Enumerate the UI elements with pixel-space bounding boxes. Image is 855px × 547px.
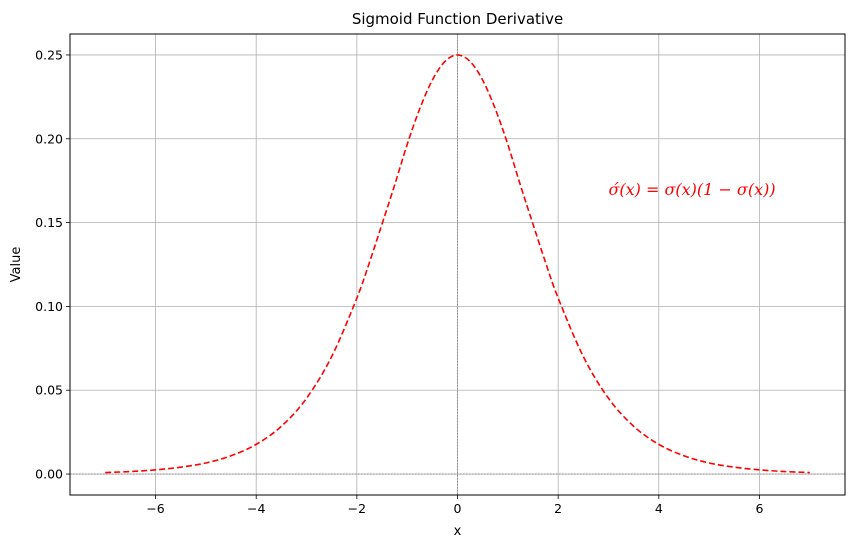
formula-annotation: σ́(x) = σ(x)(1 − σ(x)) [608, 180, 775, 199]
x-tick-label-3: 0 [454, 501, 462, 516]
y-tick-label-0: 0.00 [35, 467, 63, 482]
x-tick-label-5: 4 [655, 501, 663, 516]
reference-lines [70, 34, 845, 495]
y-tick-label-5: 0.25 [35, 47, 63, 62]
x-tick-label-6: 6 [755, 501, 763, 516]
chart-title: Sigmoid Function Derivative [352, 10, 563, 28]
y-tick-label-1: 0.05 [35, 383, 63, 398]
x-tick-label-2: −2 [348, 501, 366, 516]
x-axis: −6 −4 −2 0 2 4 6 [146, 495, 763, 516]
x-tick-label-0: −6 [146, 501, 164, 516]
y-axis-label: Value [9, 247, 24, 283]
y-tick-label-2: 0.10 [35, 299, 63, 314]
series-layer [105, 54, 810, 474]
x-tick-label-4: 2 [554, 501, 562, 516]
y-tick-label-3: 0.15 [35, 215, 63, 230]
y-axis: 0.00 0.05 0.10 0.15 0.20 0.25 [35, 47, 70, 482]
x-axis-label: x [454, 524, 462, 539]
series-line-0 [105, 54, 810, 474]
x-tick-label-1: −4 [247, 501, 265, 516]
y-tick-label-4: 0.20 [35, 131, 63, 146]
